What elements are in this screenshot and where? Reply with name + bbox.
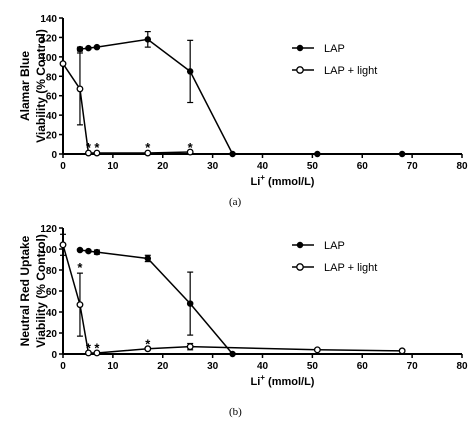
data-point [398,347,406,355]
x-tick-label: 50 [307,361,319,372]
series-line-1 [79,249,234,355]
data-point [85,247,92,255]
y-tick-label: 80 [46,72,58,83]
x-tick-label: 30 [207,161,219,172]
legend: LAP LAP + light [292,43,377,77]
data-point [144,36,152,43]
y-tick-label: 0 [51,150,57,161]
data-point [186,300,194,307]
x-axis-label: Li+ (mmol/L) [251,173,315,188]
x-tick-label: 10 [107,361,119,372]
panel-label-a: (a) [229,196,242,208]
x-tick-label: 50 [307,161,319,172]
data-point [398,150,406,158]
significance-asterisk: * [86,140,92,155]
x-tick-label: 20 [157,161,169,172]
legend: LAP LAP + light [292,240,377,274]
data-point [229,150,236,158]
x-tick-label: 10 [107,161,119,172]
data-point [186,343,194,351]
data-point [59,241,67,249]
data-point [76,246,84,254]
x-tick-label: 70 [407,161,419,172]
data-point [229,350,236,358]
x-tick-label: 20 [157,361,169,372]
series-line-1 [79,38,403,155]
data-point [76,301,84,309]
data-point [85,44,92,52]
y-tick-label: 120 [40,224,57,235]
y-tick-label: 140 [40,14,57,25]
panel-label-b: (b) [229,406,242,418]
y-axis-label: Alamar Blue [18,51,32,121]
data-point [84,149,92,157]
x-tick-label: 60 [357,361,369,372]
y-tick-label: 40 [46,111,58,122]
legend-label: LAP + light [324,262,377,274]
x-tick-label: 80 [456,161,468,172]
chart-panel-2: 0 20 40 60 80 100 120 0 10 20 30 40 50 60 70 80 Li+ (mmo… [18,224,468,388]
data-point [313,346,321,354]
y-tick-label: 0 [51,350,57,361]
y-tick-label: 20 [46,329,58,340]
legend-marker [296,44,304,52]
y-axis-label: Viability (% Control) [34,234,48,348]
data-point [93,248,101,256]
y-tick-label: 100 [40,53,57,64]
x-axis-label: Li+ (mmol/L) [251,373,315,388]
data-point [186,68,194,75]
significance-asterisk: * [94,341,100,356]
x-tick-label: 40 [257,161,269,172]
legend-marker [296,263,304,271]
significance-asterisk: * [86,341,92,356]
significance-asterisk: * [94,140,100,155]
y-tick-label: 80 [46,266,58,277]
legend-label: LAP [324,43,345,55]
significance-asterisk: * [77,260,83,275]
y-tick-label: 40 [46,308,58,319]
data-point [144,255,152,262]
x-tick-label: 0 [60,161,66,172]
data-point [314,150,321,158]
significance-asterisk: * [145,140,151,155]
x-tick-label: 30 [207,361,219,372]
data-point [59,60,67,68]
significance-asterisk: * [188,140,194,155]
y-tick-label: 20 [46,131,58,142]
legend-marker [296,241,304,249]
legend-label: LAP [324,240,345,252]
x-tick-label: 70 [407,361,419,372]
data-point [76,45,84,53]
x-tick-label: 0 [60,361,66,372]
legend-marker [296,66,304,74]
y-axis-label: Viability (% Control) [34,29,48,143]
x-tick-label: 40 [257,361,269,372]
data-point [144,345,152,353]
data-point [186,148,194,156]
significance-asterisk: * [145,336,151,351]
series-line-2 [62,244,403,354]
y-tick-label: 60 [46,92,58,103]
legend-label: LAP + light [324,65,377,77]
data-point [93,149,101,157]
y-tick-label: 60 [46,287,58,298]
data-point [93,349,101,357]
y-axis-label: Neutral Red Uptake [18,235,32,346]
x-tick-label: 80 [456,361,468,372]
data-point [76,85,84,93]
x-tick-label: 60 [357,161,369,172]
series-line-2 [62,63,191,154]
chart-panel-1: 0 20 40 60 80 100 120 140 0 10 20 30 40 50 60 70 80 Li+ (… [18,14,468,188]
data-point [93,43,101,51]
data-point [84,349,92,357]
y-tick-label: 100 [40,245,57,256]
y-tick-label: 120 [40,33,57,44]
data-point [144,149,152,157]
